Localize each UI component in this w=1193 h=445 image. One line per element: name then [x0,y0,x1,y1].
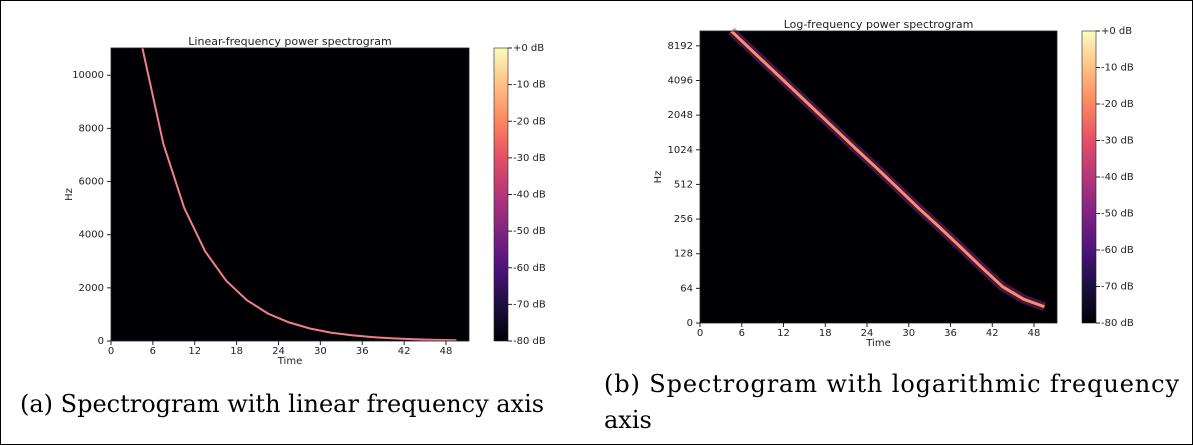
colorbar-tick-label: +0 dB [513,43,544,54]
y-axis-label: Hz [653,171,664,184]
x-tick-label: 18 [819,328,832,339]
chart-title: Linear-frequency power spectrogram [188,35,391,48]
y-tick-label: 4096 [668,75,693,86]
y-tick-label: 8192 [668,41,693,52]
x-tick-label: 6 [739,328,745,339]
colorbar-tick-label: -30 dB [1101,136,1134,147]
x-tick-label: 42 [398,346,411,357]
ridge-line [730,29,1045,309]
x-tick-label: 12 [188,346,201,357]
colorbar-tick-label: -80 dB [513,336,546,347]
colorbar-tick-label: -60 dB [513,263,546,274]
plot-frame [110,47,470,342]
colorbar-tick-label: -10 dB [1101,63,1134,74]
x-tick-label: 24 [861,328,874,339]
caption: (b) Spectrogram with logarithmic frequen… [604,370,1179,434]
y-tick-label: 4000 [79,230,104,241]
colorbar-tick-label: -30 dB [513,153,546,164]
x-tick-label: 36 [944,328,957,339]
colorbar-tick-label: -20 dB [513,116,546,127]
y-tick-label: 0 [687,318,693,329]
x-tick-label: 18 [230,346,243,357]
colorbar-tick-label: -80 dB [1101,318,1134,329]
colorbar-tick-label: -50 dB [513,226,546,237]
y-tick-label: 2048 [668,110,693,121]
colorbar-tick-label: +0 dB [1101,26,1132,37]
x-axis-label: Time [277,356,302,367]
x-tick-label: 12 [777,328,790,339]
colorbar [493,47,509,342]
colorbar-tick-label: -60 dB [1101,245,1134,256]
chart-title: Log-frequency power spectrogram [784,18,974,31]
y-tick-label: 128 [674,249,693,260]
x-tick-label: 30 [902,328,915,339]
x-tick-label: 30 [314,346,327,357]
x-axis-label: Time [865,338,890,349]
x-tick-label: 48 [440,346,453,357]
y-tick-label: 10000 [72,70,104,81]
y-tick-label: 2000 [79,283,104,294]
y-tick-label: 64 [680,283,693,294]
ridge-line [141,47,457,342]
y-axis-label: Hz [64,188,75,201]
x-tick-label: 0 [697,328,703,339]
plot-frame [699,30,1058,324]
y-tick-label: 8000 [79,123,104,134]
y-tick-label: 512 [674,179,693,190]
plot-background [111,48,469,341]
y-tick-label: 6000 [79,177,104,188]
colorbar-tick-label: -70 dB [513,299,546,310]
x-tick-label: 6 [150,346,156,357]
colorbar-tick-label: -50 dB [1101,209,1134,220]
colorbar-tick-label: -70 dB [1101,282,1134,293]
colorbar-tick-label: -10 dB [513,80,546,91]
y-tick-label: 256 [674,214,693,225]
colorbar-tick-label: -20 dB [1101,99,1134,110]
x-tick-label: 36 [356,346,369,357]
colorbar-tick-label: -40 dB [513,190,546,201]
y-tick-label: 0 [98,336,104,347]
caption: (a) Spectrogram with linear frequency ax… [20,390,544,418]
x-tick-label: 42 [986,328,999,339]
colorbar-tick-label: -40 dB [1101,172,1134,183]
colorbar [1081,30,1097,324]
plot-background [700,31,1057,323]
y-tick-label: 1024 [668,145,693,156]
x-tick-label: 24 [272,346,285,357]
x-tick-label: 48 [1028,328,1041,339]
x-tick-label: 0 [108,346,114,357]
